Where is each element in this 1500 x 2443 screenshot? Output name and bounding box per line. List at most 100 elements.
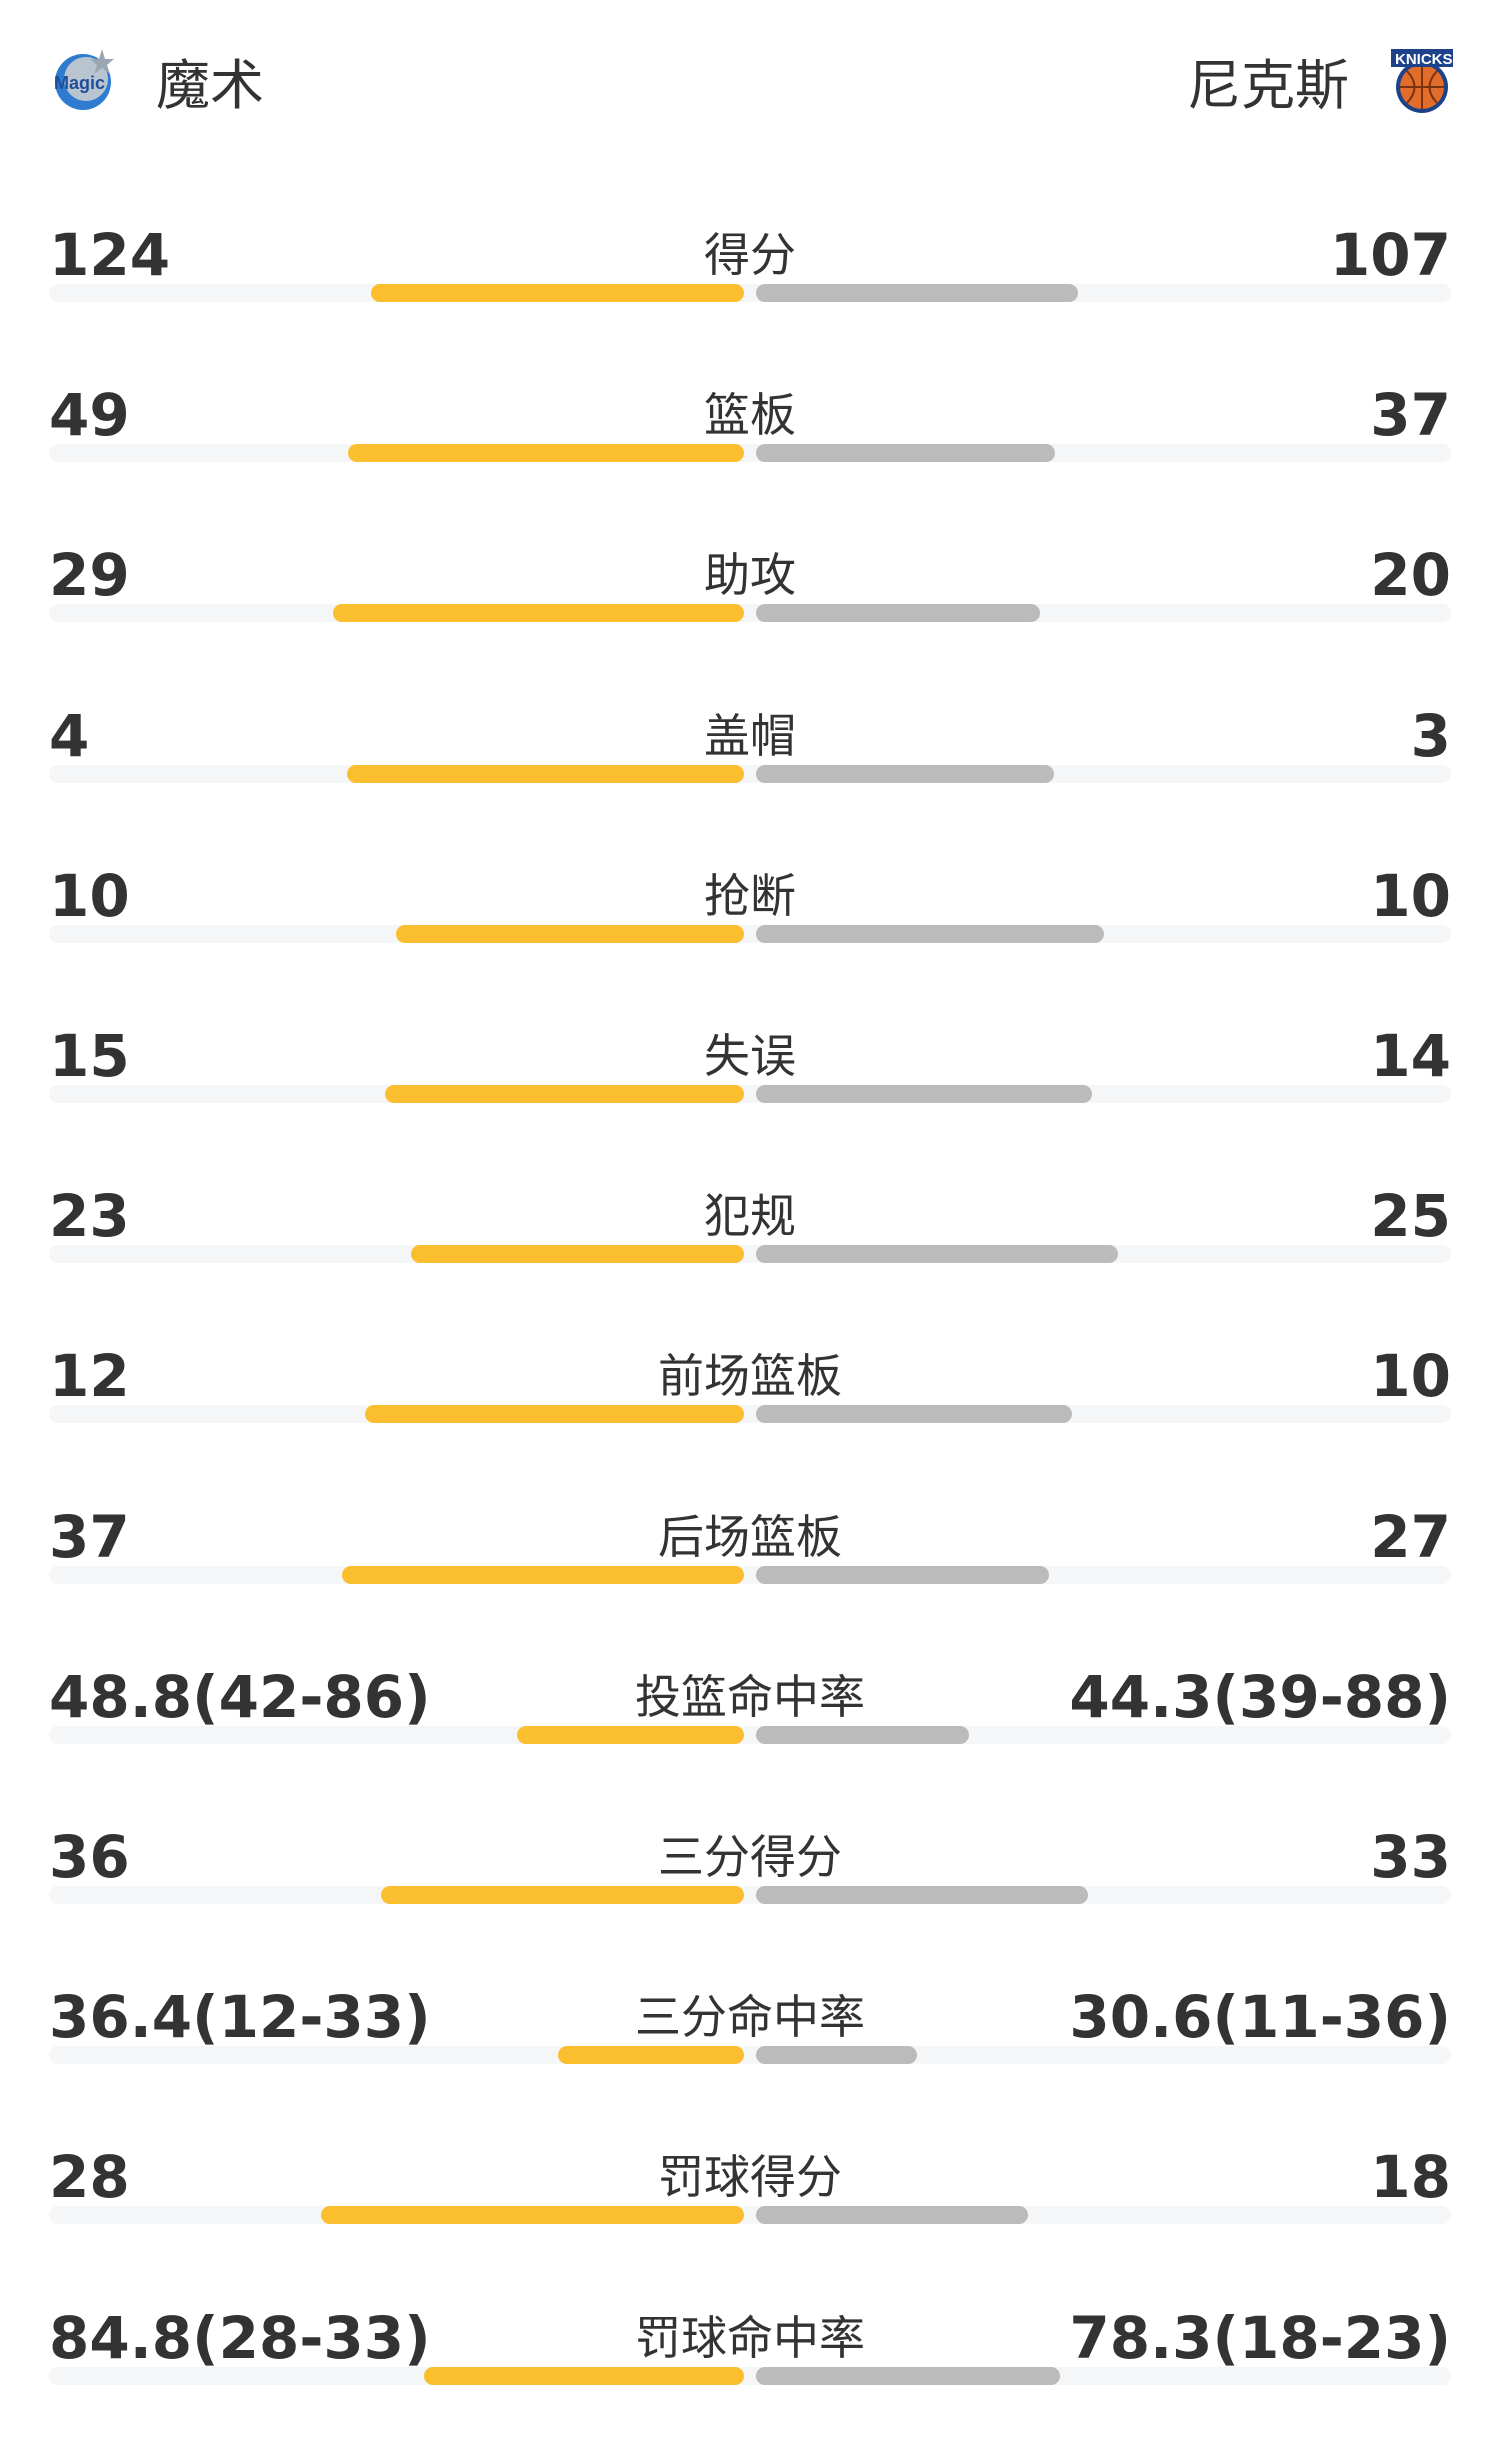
away-stat-value: 30.6(11-36) bbox=[1069, 1983, 1451, 2052]
stat-bar-track bbox=[49, 1405, 1451, 1424]
stat-label: 罚球得分 bbox=[658, 2150, 842, 2205]
home-stat-value: 36 bbox=[49, 1823, 130, 1891]
away-team-name: 尼克斯 bbox=[1187, 53, 1349, 117]
away-stat-value: 25 bbox=[1370, 1182, 1451, 1251]
stat-label: 后场篮板 bbox=[658, 1509, 842, 1564]
home-stat-value: 10 bbox=[49, 861, 130, 930]
away-stat-value: 37 bbox=[1370, 381, 1451, 450]
home-stat-bar bbox=[371, 284, 744, 302]
stat-row: 36.4(12-33) 三分命中率 30.6(11-36) bbox=[49, 1962, 1451, 2122]
stat-row: 49 篮板 37 bbox=[49, 360, 1451, 520]
stat-label: 篮板 bbox=[704, 388, 796, 443]
stat-bar-track bbox=[49, 1245, 1451, 1264]
away-stat-value: 14 bbox=[1370, 1022, 1451, 1090]
home-stat-bar bbox=[424, 2366, 744, 2385]
away-stat-bar bbox=[756, 284, 1078, 302]
away-stat-bar bbox=[756, 1245, 1118, 1264]
home-stat-value: 36.4(12-33) bbox=[49, 1983, 431, 2052]
away-stat-bar bbox=[756, 604, 1040, 623]
home-stat-bar bbox=[411, 1245, 744, 1264]
stat-row: 23 犯规 25 bbox=[49, 1161, 1451, 1321]
home-stat-value: 49 bbox=[49, 381, 130, 450]
home-stat-value: 48.8(42-86) bbox=[49, 1662, 431, 1731]
away-stat-bar bbox=[756, 764, 1054, 783]
home-stat-value: 124 bbox=[49, 221, 171, 289]
stat-label: 三分得分 bbox=[658, 1830, 842, 1884]
svg-text:Magic: Magic bbox=[54, 73, 105, 93]
stat-row: 84.8(28-33) 罚球命中率 78.3(18-23) bbox=[49, 2283, 1451, 2443]
home-stat-value: 84.8(28-33) bbox=[49, 2303, 431, 2372]
away-stat-value: 33 bbox=[1370, 1823, 1451, 1891]
away-stat-bar bbox=[756, 1405, 1072, 1424]
away-stat-bar bbox=[756, 2366, 1060, 2385]
away-stat-bar bbox=[756, 1886, 1088, 1904]
away-stat-value: 20 bbox=[1370, 541, 1451, 610]
home-stat-bar bbox=[365, 1405, 744, 1424]
stat-row: 12 前场篮板 10 bbox=[49, 1321, 1451, 1481]
home-team[interactable]: Magic 魔术 bbox=[50, 40, 288, 120]
home-stat-bar bbox=[381, 1886, 744, 1904]
team-header: Magic 魔术 尼克斯 KNICKS bbox=[0, 0, 1500, 160]
home-stat-bar bbox=[342, 1565, 744, 1584]
svg-text:KNICKS: KNICKS bbox=[1395, 51, 1453, 68]
away-stat-value: 78.3(18-23) bbox=[1069, 2303, 1451, 2372]
home-stat-value: 28 bbox=[49, 2143, 130, 2212]
stat-bar-track bbox=[49, 604, 1451, 623]
stat-bar-track bbox=[49, 2046, 1451, 2065]
stat-label: 罚球命中率 bbox=[635, 2310, 865, 2365]
home-stat-bar bbox=[396, 924, 744, 943]
stat-bar-track bbox=[49, 1886, 1451, 1904]
stat-row: 10 抢断 10 bbox=[49, 841, 1451, 1001]
stat-bar-track bbox=[49, 444, 1451, 463]
stat-label: 抢断 bbox=[704, 868, 796, 923]
stat-row: 124 得分 107 bbox=[49, 200, 1451, 360]
away-stat-value: 107 bbox=[1329, 221, 1451, 289]
away-stat-value: 27 bbox=[1370, 1502, 1451, 1571]
stat-bar-track bbox=[49, 1565, 1451, 1584]
stat-label: 前场篮板 bbox=[658, 1349, 842, 1404]
home-stat-bar bbox=[385, 1085, 744, 1103]
home-stat-bar bbox=[321, 2206, 744, 2225]
away-stat-value: 10 bbox=[1370, 1342, 1451, 1411]
away-stat-bar bbox=[756, 924, 1104, 943]
stat-row: 4 盖帽 3 bbox=[49, 681, 1451, 841]
stat-row: 28 罚球得分 18 bbox=[49, 2122, 1451, 2282]
home-stat-bar bbox=[517, 1725, 744, 1744]
home-stat-bar bbox=[333, 604, 744, 623]
stat-bar-track bbox=[49, 284, 1451, 302]
home-stat-bar bbox=[558, 2046, 744, 2065]
stat-bar-track bbox=[49, 1725, 1451, 1744]
stat-bar-track bbox=[49, 2366, 1451, 2385]
home-stat-value: 23 bbox=[49, 1182, 130, 1251]
stat-row: 37 后场篮板 27 bbox=[49, 1482, 1451, 1642]
stat-row: 36 三分得分 33 bbox=[49, 1802, 1451, 1962]
home-stat-value: 37 bbox=[49, 1502, 130, 1571]
stat-label: 投篮命中率 bbox=[635, 1669, 865, 1724]
stat-label: 盖帽 bbox=[704, 708, 796, 763]
home-stat-value: 4 bbox=[49, 701, 90, 770]
away-stat-value: 3 bbox=[1410, 701, 1451, 770]
stat-row: 15 失误 14 bbox=[49, 1001, 1451, 1161]
home-stat-value: 15 bbox=[49, 1022, 130, 1090]
orlando-magic-logo-icon: Magic bbox=[54, 49, 114, 110]
away-stat-bar bbox=[756, 1565, 1049, 1584]
away-stat-value: 44.3(39-88) bbox=[1069, 1662, 1451, 1731]
stat-label: 得分 bbox=[704, 228, 796, 282]
away-team[interactable]: 尼克斯 KNICKS bbox=[1187, 40, 1455, 120]
new-york-knicks-logo-icon: KNICKS bbox=[1391, 49, 1453, 113]
away-stat-bar bbox=[756, 1085, 1092, 1103]
home-stat-bar bbox=[347, 764, 744, 783]
away-stat-bar bbox=[756, 2046, 917, 2065]
home-team-name: 魔术 bbox=[156, 53, 264, 117]
stat-bar-track bbox=[49, 2206, 1451, 2225]
away-stat-value: 10 bbox=[1370, 861, 1451, 930]
stat-bar-track bbox=[49, 924, 1451, 943]
away-stat-bar bbox=[756, 1725, 969, 1744]
home-stat-value: 29 bbox=[49, 541, 130, 610]
away-stat-bar bbox=[756, 2206, 1028, 2225]
stat-bar-track bbox=[49, 1085, 1451, 1103]
away-stat-bar bbox=[756, 444, 1055, 463]
stat-bar-track bbox=[49, 764, 1451, 783]
stat-row: 48.8(42-86) 投篮命中率 44.3(39-88) bbox=[49, 1642, 1451, 1802]
away-stat-value: 18 bbox=[1370, 2143, 1451, 2212]
